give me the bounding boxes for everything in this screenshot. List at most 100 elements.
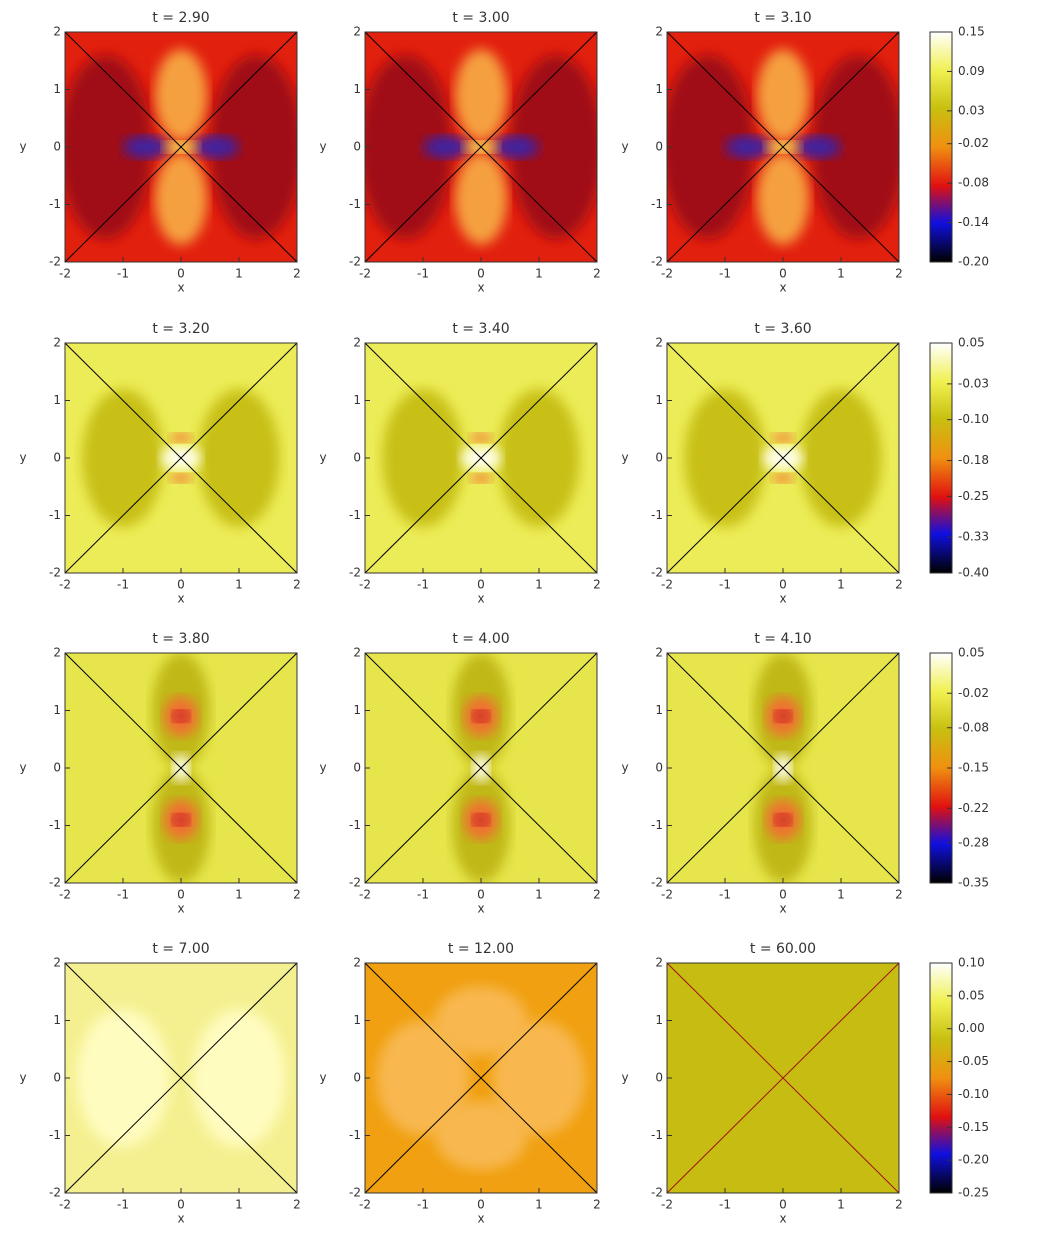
- x-tick-label: 0: [177, 1198, 185, 1212]
- separatrix: [667, 653, 899, 883]
- colorbar-tick-label: -0.02: [958, 686, 989, 700]
- colorbar-tick-label: -0.28: [958, 835, 989, 849]
- field-feature: [469, 473, 493, 483]
- y-tick-label: 1: [655, 703, 663, 717]
- field-feature: [771, 473, 795, 483]
- y-tick-label: -2: [651, 566, 663, 580]
- separatrix: [667, 963, 899, 1193]
- field: [667, 32, 899, 262]
- x-tick-label: 0: [779, 267, 787, 281]
- colorbar: [929, 962, 953, 1194]
- colorbar-tick-label: 0.00: [958, 1021, 985, 1035]
- x-axis-label: x: [177, 592, 184, 606]
- field-feature: [123, 135, 170, 159]
- x-tick-label: 1: [837, 578, 845, 592]
- y-tick-label: 1: [655, 1013, 663, 1027]
- y-axis-label: y: [319, 1071, 326, 1085]
- x-tick-label: 2: [895, 1198, 903, 1212]
- panel-title: t = 3.10: [754, 10, 811, 26]
- y-tick-label: 2: [53, 956, 61, 970]
- colorbar-tick-label: 0.05: [958, 336, 985, 350]
- x-tick-label: 0: [779, 578, 787, 592]
- field-feature: [172, 814, 190, 826]
- heatmap-panel: t = 12.00 -2 -1 0 1 2 -2 -1 0 1 2 x y: [319, 941, 600, 1226]
- panel-title: t = 7.00: [152, 941, 209, 957]
- field-feature: [365, 55, 452, 239]
- field: [365, 32, 597, 262]
- field-feature: [434, 986, 528, 1055]
- y-axis-label: y: [319, 761, 326, 775]
- y-tick-label: -2: [49, 255, 61, 269]
- field-feature: [454, 152, 508, 245]
- field: [667, 653, 899, 883]
- x-tick-label: 2: [895, 267, 903, 281]
- x-tick-label: -1: [117, 888, 129, 902]
- field-feature: [192, 135, 239, 159]
- x-tick-label: 1: [535, 578, 543, 592]
- field-feature: [154, 152, 208, 245]
- field-feature: [169, 433, 193, 443]
- x-tick-label: -1: [719, 578, 731, 592]
- heatmap-panel: t = 3.00 -2 -1 0 1 2 -2 -1 0 1 2 x y: [319, 10, 600, 295]
- x-tick-label: -2: [661, 1198, 673, 1212]
- colorbar-tick-label: -0.15: [958, 1120, 989, 1134]
- colorbar-tick-label: -0.02: [958, 136, 989, 150]
- colorbar: [929, 342, 953, 574]
- colorbar-tick-label: 0.10: [958, 956, 985, 970]
- panel-title: t = 2.90: [152, 10, 209, 26]
- field-feature: [684, 389, 766, 527]
- x-tick-label: 1: [535, 1198, 543, 1212]
- field-feature: [771, 433, 795, 443]
- x-tick-label: 2: [293, 267, 301, 281]
- y-tick-label: 0: [53, 451, 61, 465]
- x-tick-label: -1: [417, 1198, 429, 1212]
- panel-title: t = 3.20: [152, 321, 209, 337]
- x-tick-label: -1: [417, 578, 429, 592]
- y-tick-label: -1: [49, 197, 61, 211]
- field: [667, 343, 899, 573]
- y-tick-label: 2: [53, 646, 61, 660]
- separatrix: [667, 343, 899, 573]
- x-tick-label: 0: [477, 578, 485, 592]
- field-feature: [472, 814, 490, 826]
- colorbar-tick-label: -0.20: [958, 1153, 989, 1167]
- field-feature: [76, 1009, 170, 1147]
- panel-title: t = 4.00: [452, 631, 509, 647]
- x-tick-label: -1: [117, 578, 129, 592]
- separatrix: [65, 32, 297, 262]
- x-tick-label: -2: [661, 888, 673, 902]
- y-tick-label: -1: [49, 508, 61, 522]
- heatmap-panel: t = 3.20 -2 -1 0 1 2 -2 -1 0 1 2 x y: [19, 321, 300, 606]
- y-tick-label: 2: [655, 336, 663, 350]
- x-tick-label: 0: [477, 1198, 485, 1212]
- y-tick-label: 2: [655, 25, 663, 39]
- field-feature: [169, 473, 193, 483]
- y-tick-label: -2: [49, 876, 61, 890]
- x-axis-label: x: [477, 281, 484, 295]
- y-tick-label: -1: [49, 818, 61, 832]
- y-tick-label: 0: [53, 1071, 61, 1085]
- y-axis-label: y: [19, 140, 26, 154]
- colorbar-tick-label: 0.05: [958, 988, 985, 1002]
- heatmap-panel: t = 3.10 -2 -1 0 1 2 -2 -1 0 1 2 x y: [621, 10, 903, 295]
- x-tick-label: -2: [661, 578, 673, 592]
- y-tick-label: 2: [353, 25, 361, 39]
- separatrix: [65, 963, 297, 1193]
- y-tick-label: 0: [53, 761, 61, 775]
- field-feature: [794, 135, 841, 159]
- x-tick-label: -2: [359, 1198, 371, 1212]
- x-tick-label: -1: [117, 267, 129, 281]
- heatmap-panel: t = 3.60 -2 -1 0 1 2 -2 -1 0 1 2 x y: [621, 321, 902, 606]
- colorbar-tick-label: -0.15: [958, 761, 989, 775]
- colorbar-tick-label: 0.05: [958, 646, 985, 660]
- y-tick-label: -1: [349, 1128, 361, 1142]
- field-feature: [192, 1009, 286, 1147]
- x-tick-label: 2: [293, 888, 301, 902]
- colorbar-tick-label: -0.20: [958, 255, 989, 269]
- y-tick-label: 1: [353, 703, 361, 717]
- field-feature: [800, 389, 882, 527]
- y-axis-label: y: [621, 761, 628, 775]
- y-tick-label: 2: [53, 336, 61, 350]
- field: [65, 32, 297, 262]
- panel-title: t = 3.40: [452, 321, 509, 337]
